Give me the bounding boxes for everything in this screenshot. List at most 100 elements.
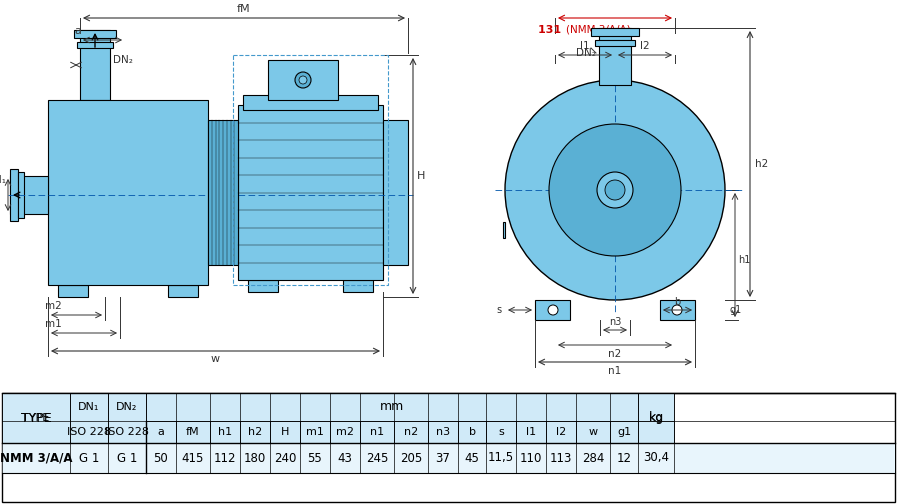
Bar bbox=[80, 30, 110, 100]
Bar bbox=[516, 421, 546, 443]
Text: m2: m2 bbox=[45, 301, 62, 311]
Text: h2: h2 bbox=[248, 427, 262, 437]
Text: ISO 228: ISO 228 bbox=[67, 427, 111, 437]
Bar bbox=[428, 421, 458, 443]
Bar bbox=[591, 28, 639, 36]
Text: 415: 415 bbox=[182, 452, 205, 465]
Bar bbox=[208, 120, 238, 265]
Bar bbox=[2, 443, 895, 473]
Bar bbox=[638, 393, 674, 443]
Text: 110: 110 bbox=[520, 452, 542, 465]
Bar bbox=[48, 100, 208, 285]
Bar bbox=[458, 421, 486, 443]
Bar bbox=[360, 421, 394, 443]
Text: w: w bbox=[211, 354, 220, 364]
Bar bbox=[610, 421, 638, 443]
Text: 30,4: 30,4 bbox=[643, 452, 669, 465]
Text: ISO 228: ISO 228 bbox=[105, 427, 149, 437]
Text: 37: 37 bbox=[436, 452, 450, 465]
Text: h1: h1 bbox=[738, 255, 751, 265]
Text: 43: 43 bbox=[337, 452, 353, 465]
Text: H: H bbox=[417, 171, 425, 181]
Bar bbox=[210, 421, 240, 443]
Text: fM: fM bbox=[237, 4, 251, 14]
Text: n2: n2 bbox=[404, 427, 418, 437]
Bar bbox=[240, 421, 270, 443]
Bar bbox=[546, 421, 576, 443]
Text: 55: 55 bbox=[308, 452, 322, 465]
Text: kg: kg bbox=[649, 411, 664, 424]
Text: 11,5: 11,5 bbox=[488, 452, 514, 465]
Bar bbox=[74, 30, 116, 38]
Bar bbox=[58, 285, 88, 297]
Text: 205: 205 bbox=[400, 452, 422, 465]
Text: NMM 3/A/A: NMM 3/A/A bbox=[0, 452, 73, 465]
Text: 284: 284 bbox=[582, 452, 605, 465]
Bar bbox=[146, 421, 176, 443]
Text: b: b bbox=[675, 297, 681, 307]
Circle shape bbox=[597, 172, 633, 208]
Text: h2: h2 bbox=[755, 159, 768, 169]
Text: a: a bbox=[74, 26, 82, 36]
Text: m2: m2 bbox=[336, 427, 354, 437]
Text: 240: 240 bbox=[274, 452, 296, 465]
Bar bbox=[595, 40, 635, 46]
Text: H: H bbox=[281, 427, 289, 437]
Bar bbox=[394, 421, 428, 443]
Text: DN₂: DN₂ bbox=[113, 55, 133, 65]
Text: DN₂: DN₂ bbox=[117, 402, 137, 412]
Bar bbox=[660, 300, 695, 320]
Bar bbox=[108, 393, 146, 443]
Text: 245: 245 bbox=[366, 452, 388, 465]
Bar bbox=[535, 300, 570, 320]
Text: fM: fM bbox=[187, 427, 200, 437]
Circle shape bbox=[605, 180, 625, 200]
Bar bbox=[330, 421, 360, 443]
Bar bbox=[503, 222, 505, 238]
Text: 45: 45 bbox=[465, 452, 479, 465]
Text: 113: 113 bbox=[550, 452, 572, 465]
Text: G 1: G 1 bbox=[117, 452, 137, 465]
Bar bbox=[70, 393, 108, 443]
Text: DN₁: DN₁ bbox=[78, 402, 100, 412]
Bar bbox=[343, 280, 373, 292]
Bar bbox=[2, 393, 70, 443]
Text: TYPE: TYPE bbox=[22, 413, 49, 423]
Text: n3: n3 bbox=[609, 317, 622, 327]
Text: n1: n1 bbox=[370, 427, 384, 437]
Bar bbox=[146, 393, 638, 421]
Bar bbox=[2, 393, 895, 502]
Circle shape bbox=[549, 124, 681, 256]
Bar bbox=[599, 28, 631, 85]
Text: g1: g1 bbox=[617, 427, 631, 437]
Text: DN₂: DN₂ bbox=[576, 48, 596, 58]
Text: l2: l2 bbox=[640, 41, 649, 51]
Text: l1: l1 bbox=[526, 427, 536, 437]
Bar bbox=[176, 421, 210, 443]
Bar bbox=[268, 60, 338, 100]
Text: 12: 12 bbox=[616, 452, 631, 465]
Circle shape bbox=[299, 76, 307, 84]
Text: n2: n2 bbox=[608, 349, 622, 359]
Circle shape bbox=[548, 305, 558, 315]
Text: TYPE: TYPE bbox=[21, 411, 51, 424]
Text: mm: mm bbox=[379, 401, 405, 413]
Bar bbox=[10, 176, 48, 214]
Bar bbox=[270, 421, 300, 443]
Text: h1: h1 bbox=[218, 427, 232, 437]
Text: b: b bbox=[468, 427, 475, 437]
Bar bbox=[18, 172, 24, 218]
Text: n3: n3 bbox=[436, 427, 450, 437]
Text: m1: m1 bbox=[306, 427, 324, 437]
Text: 180: 180 bbox=[244, 452, 266, 465]
Bar bbox=[238, 105, 383, 280]
Text: g1: g1 bbox=[730, 305, 742, 315]
Bar bbox=[638, 421, 674, 443]
Text: (NMM 3/A/A): (NMM 3/A/A) bbox=[566, 25, 631, 35]
Text: l2: l2 bbox=[556, 427, 566, 437]
Bar bbox=[486, 421, 516, 443]
Circle shape bbox=[672, 305, 682, 315]
Text: m1: m1 bbox=[45, 319, 62, 329]
Text: DN₁: DN₁ bbox=[0, 175, 6, 185]
Text: s: s bbox=[498, 427, 504, 437]
